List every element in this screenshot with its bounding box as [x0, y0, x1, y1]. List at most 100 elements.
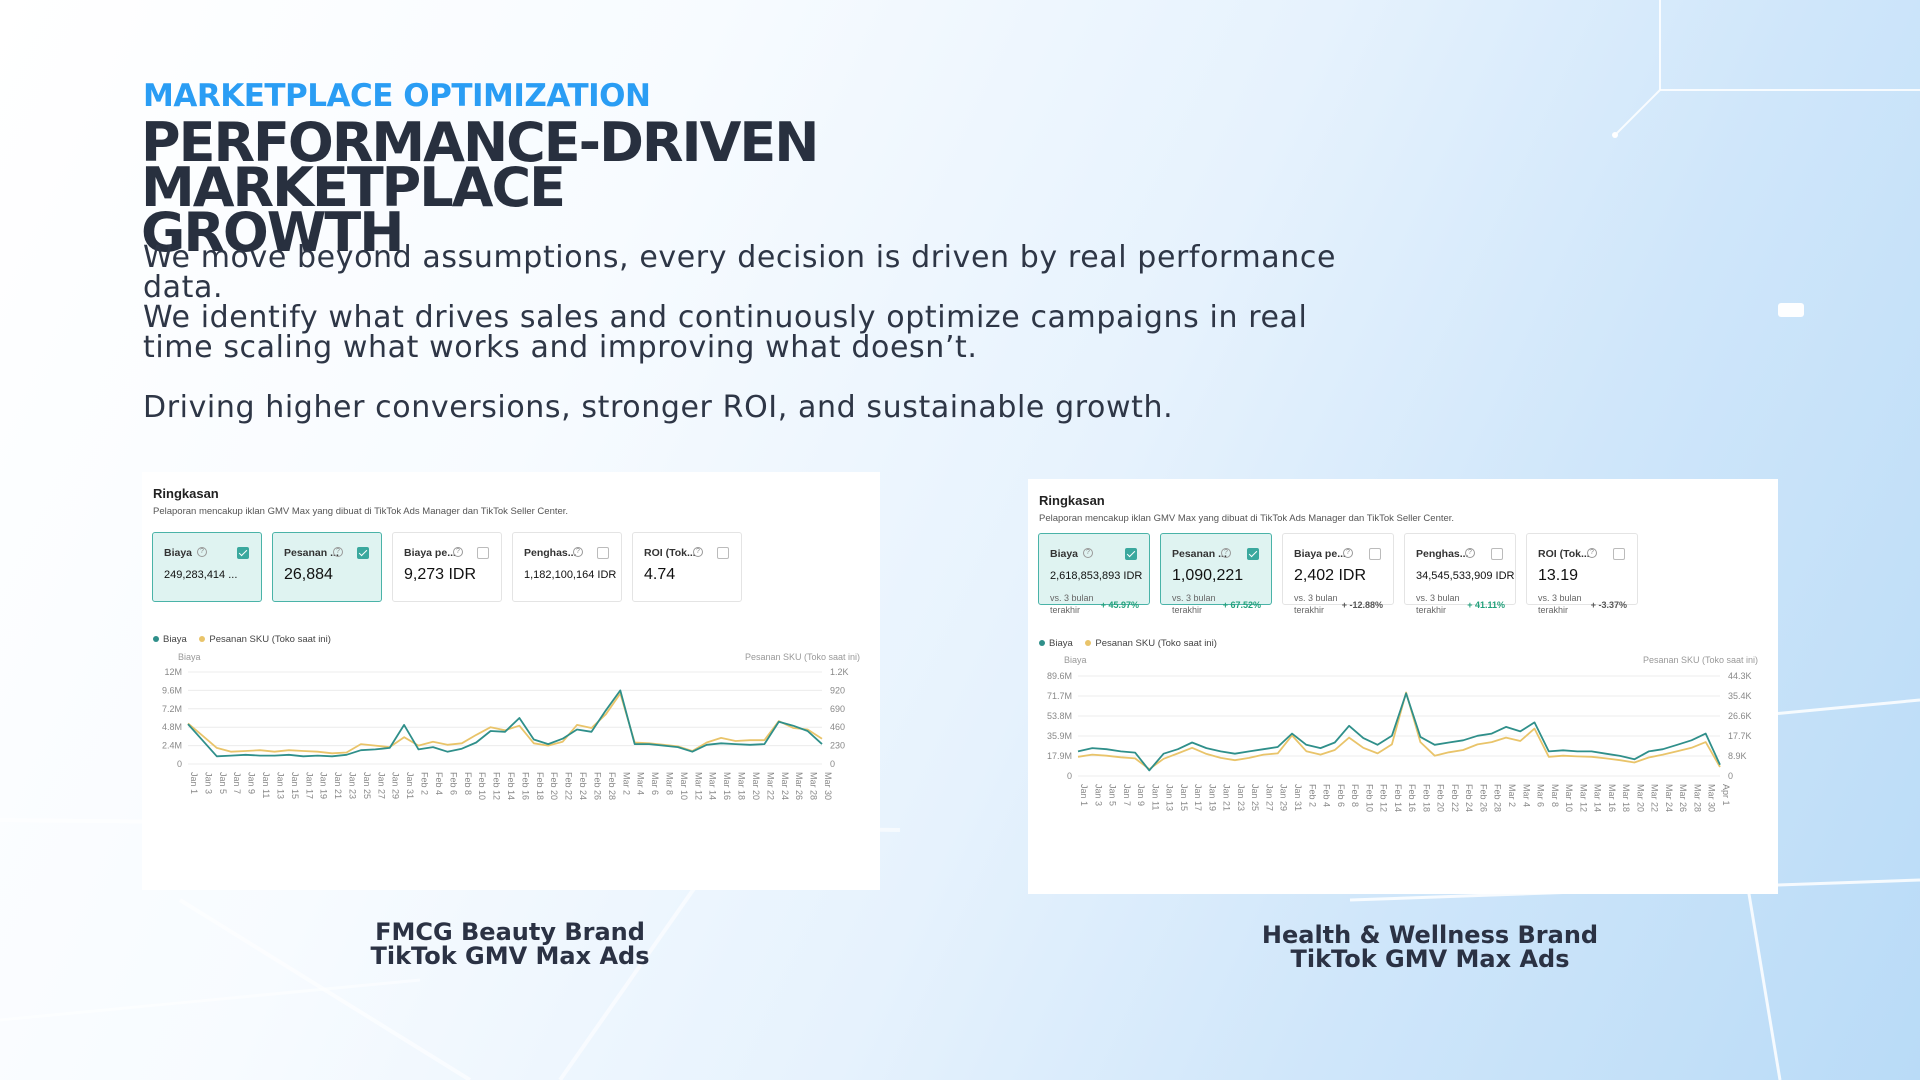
- metric-delta: + 67.52%: [1222, 600, 1261, 610]
- x-tick-label: Mar 28: [809, 772, 819, 800]
- metric-checkbox[interactable]: [1125, 548, 1137, 560]
- metric-value: 2,618,853,893 IDR: [1050, 570, 1143, 582]
- legend-label: Pesanan SKU (Toko saat ini): [209, 634, 331, 645]
- metric-delta: + 41.11%: [1467, 600, 1505, 610]
- help-icon[interactable]: ?: [1343, 548, 1353, 558]
- metric-label: Pesanan ...: [284, 547, 339, 559]
- panel-subtitle: Pelaporan mencakup iklan GMV Max yang di…: [1039, 513, 1455, 524]
- y-left-tick-label: 0: [1067, 771, 1072, 781]
- metric-checkbox[interactable]: [237, 547, 249, 559]
- x-tick-label: Feb 18: [535, 772, 545, 800]
- y-left-tick-label: 0: [177, 759, 182, 769]
- metric-checkbox[interactable]: [717, 547, 729, 559]
- metric-comparison: vs. 3 bulan terakhir: [1294, 593, 1338, 615]
- x-tick-label: Jan 9: [1136, 784, 1146, 806]
- legend-item-orders[interactable]: Pesanan SKU (Toko saat ini): [199, 634, 331, 645]
- chart-legend: Biaya Pesanan SKU (Toko saat ini): [153, 634, 341, 645]
- x-tick-label: Mar 12: [1578, 784, 1588, 812]
- metric-card[interactable]: ROI (Tok...? 4.74: [632, 532, 742, 602]
- metric-checkbox[interactable]: [357, 547, 369, 559]
- metric-comparison: vs. 3 bulan terakhir: [1172, 593, 1216, 615]
- legend-item-cost[interactable]: Biaya: [1039, 638, 1073, 649]
- axis-left-name: Biaya: [1064, 655, 1087, 665]
- help-icon[interactable]: ?: [333, 547, 343, 557]
- help-icon[interactable]: ?: [197, 547, 207, 557]
- x-tick-label: Jan 3: [1093, 784, 1103, 806]
- metric-card[interactable]: Biaya pe...? 2,402 IDR vs. 3 bulan terakhi…: [1282, 533, 1394, 615]
- metric-label: Penghas...: [524, 547, 577, 559]
- y-right-tick-label: 230: [830, 741, 845, 751]
- x-tick-label: Feb 20: [1436, 784, 1446, 812]
- x-tick-label: Mar 18: [737, 772, 747, 800]
- x-tick-label: Jan 5: [1108, 784, 1118, 806]
- x-tick-label: Feb 26: [1478, 784, 1488, 812]
- metric-value: 34,545,533,909 IDR: [1416, 570, 1514, 582]
- x-tick-label: Jan 15: [290, 772, 300, 799]
- x-tick-label: Jan 29: [391, 772, 401, 799]
- y-left-tick-label: 17.9M: [1047, 751, 1072, 761]
- metric-value: 26,884: [284, 566, 333, 583]
- metric-checkbox[interactable]: [1491, 548, 1503, 560]
- metric-checkbox[interactable]: [597, 547, 609, 559]
- y-right-tick-label: 17.7K: [1728, 731, 1752, 741]
- paragraph-1-line-2: data.: [143, 270, 224, 305]
- series-line-orders: [187, 692, 823, 755]
- legend-item-cost[interactable]: Biaya: [153, 634, 187, 645]
- metric-card[interactable]: Penghas...? 1,182,100,164 IDR: [512, 532, 622, 602]
- axis-right-name: Pesanan SKU (Toko saat ini): [744, 652, 860, 662]
- metric-checkbox[interactable]: [477, 547, 489, 559]
- x-tick-label: Jan 21: [1222, 784, 1232, 811]
- help-icon[interactable]: ?: [1221, 548, 1231, 558]
- metric-card[interactable]: ROI (Tok...? 13.19 vs. 3 bulan terakhir + -…: [1526, 533, 1638, 615]
- metric-card[interactable]: Penghas...? 34,545,533,909 IDR vs. 3 bulan…: [1404, 533, 1516, 615]
- metric-card[interactable]: Biaya pe...? 9,273 IDR: [392, 532, 502, 602]
- panel-subtitle: Pelaporan mencakup iklan GMV Max yang di…: [153, 506, 569, 517]
- x-tick-label: Feb 4: [434, 772, 444, 795]
- x-tick-label: Feb 24: [1464, 784, 1474, 812]
- metric-value: 2,402 IDR: [1294, 567, 1367, 584]
- x-tick-label: Jan 23: [1236, 784, 1246, 811]
- help-icon[interactable]: ?: [453, 547, 463, 557]
- metric-card[interactable]: Pesanan ...? 1,090,221 vs. 3 bulan terakhi…: [1160, 533, 1272, 615]
- x-tick-label: Mar 22: [765, 772, 775, 800]
- y-left-tick-label: 2.4M: [162, 741, 182, 751]
- metric-checkbox[interactable]: [1613, 548, 1625, 560]
- y-right-tick-label: 1.2K: [830, 667, 849, 677]
- series-line-orders: [1077, 691, 1721, 771]
- help-icon[interactable]: ?: [693, 547, 703, 557]
- x-tick-label: Jan 1: [189, 772, 199, 794]
- x-tick-label: Feb 26: [592, 772, 602, 800]
- metric-label: ROI (Tok...: [1538, 548, 1590, 560]
- metric-delta: + -12.88%: [1341, 600, 1383, 610]
- x-tick-label: Mar 28: [1692, 784, 1702, 812]
- x-tick-label: Jan 31: [405, 772, 415, 799]
- metric-card[interactable]: Pesanan ...? 26,884: [272, 532, 382, 602]
- x-tick-label: Jan 3: [203, 772, 213, 794]
- x-tick-label: Feb 14: [506, 772, 516, 800]
- x-tick-label: Feb 14: [1393, 784, 1403, 812]
- help-icon[interactable]: ?: [573, 547, 583, 557]
- help-icon[interactable]: ?: [1587, 548, 1597, 558]
- x-tick-label: Feb 28: [607, 772, 617, 800]
- metric-label: Biaya pe...: [1294, 548, 1346, 560]
- help-icon[interactable]: ?: [1465, 548, 1475, 558]
- x-tick-label: Feb 6: [1336, 784, 1346, 807]
- x-tick-label: Mar 18: [1621, 784, 1631, 812]
- help-icon[interactable]: ?: [1083, 548, 1093, 558]
- legend-item-orders[interactable]: Pesanan SKU (Toko saat ini): [1085, 638, 1217, 649]
- page-headline: PERFORMANCE-DRIVEN MARKETPLACE GROWTH: [141, 116, 1241, 260]
- metric-checkbox[interactable]: [1369, 548, 1381, 560]
- panel-title: Ringkasan: [1039, 493, 1105, 508]
- y-right-tick-label: 460: [830, 722, 845, 732]
- metric-card[interactable]: Biaya? 249,283,414 ...: [152, 532, 262, 602]
- x-tick-label: Mar 30: [823, 772, 833, 800]
- metric-card[interactable]: Biaya? 2,618,853,893 IDR vs. 3 bulan terak…: [1038, 533, 1150, 615]
- axis-left-name: Biaya: [178, 652, 201, 662]
- x-tick-label: Feb 12: [1379, 784, 1389, 812]
- series-line-cost: [187, 689, 823, 758]
- metric-value: 4.74: [644, 566, 676, 583]
- y-left-tick-label: 35.9M: [1047, 731, 1072, 741]
- metric-checkbox[interactable]: [1247, 548, 1259, 560]
- paragraph-3: Driving higher conversions, stronger ROI…: [143, 390, 1174, 425]
- metric-comparison: vs. 3 bulan terakhir: [1538, 593, 1582, 615]
